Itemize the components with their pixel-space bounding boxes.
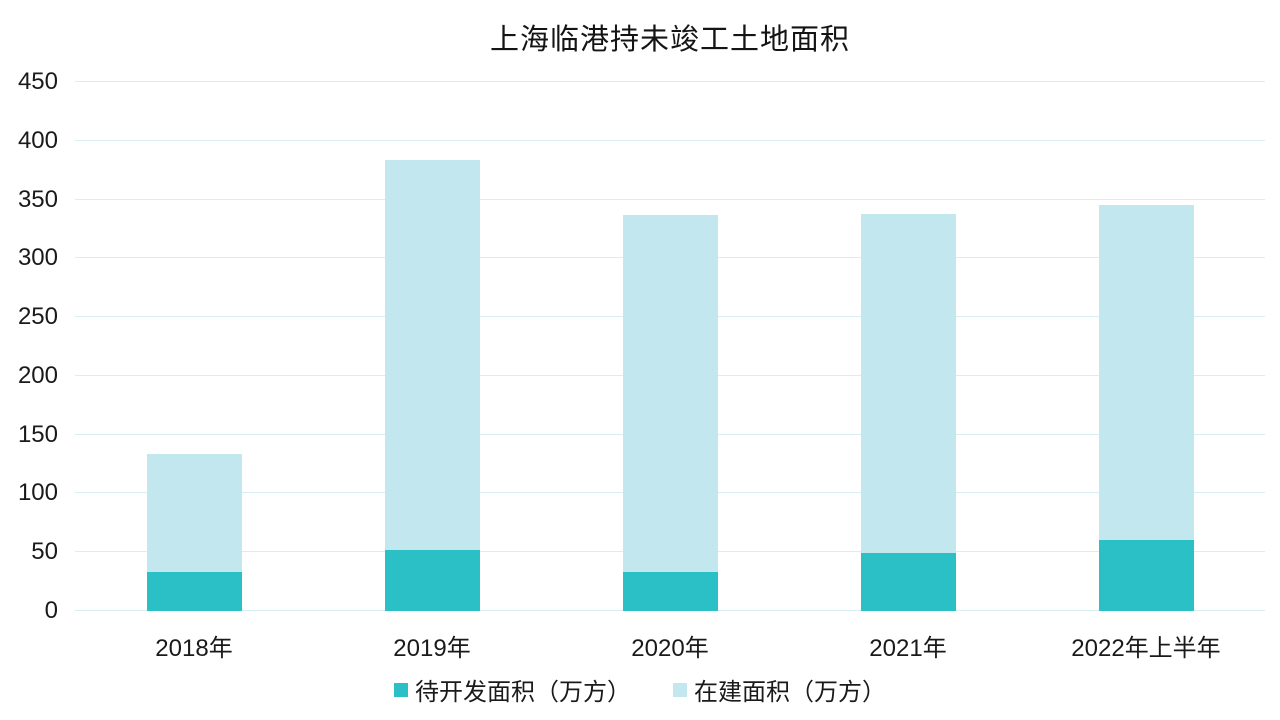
gridline [75,139,1265,141]
legend-item-series1: 在建面积（万方） [673,672,886,707]
y-axis-tick-label: 400 [17,126,58,154]
x-axis-tick-label: 2020年 [631,635,709,662]
bar-segment-series0-cat1 [384,549,480,611]
legend-label: 待开发面积（万方） [415,679,631,706]
chart-title: 上海临港持未竣工土地面积 [489,24,850,56]
legend-label: 在建面积（万方） [694,679,886,706]
bar-segment-series0-cat3 [860,553,956,611]
x-axis-tick-label: 2019年 [393,635,471,662]
y-axis-tick-label: 350 [17,185,58,213]
legend-item-series0: 待开发面积（万方） [394,672,631,707]
bar-segment-series1-cat1 [384,159,480,550]
y-axis-tick-label: 300 [17,244,58,272]
gridline [75,198,1265,200]
bar-segment-series0-cat2 [622,572,718,611]
x-axis-labels: 2018年 2019年 2020年 2021年 2022年上半年 [75,628,1265,663]
x-axis-tick-label: 2021年 [869,635,947,662]
y-axis-tick-label: 200 [17,361,58,389]
gridline [75,81,1265,82]
plot-area [75,81,1265,611]
bar-segment-series1-cat0 [146,453,242,573]
y-axis-tick-label: 250 [17,303,58,331]
bar-segment-series0-cat4 [1098,540,1194,611]
bar-segment-series1-cat3 [860,213,956,554]
y-axis-tick-label: 100 [17,479,58,507]
y-axis-tick-label: 50 [31,538,58,566]
bar-segment-series1-cat4 [1098,205,1194,541]
legend: 待开发面积（万方） 在建面积（万方） [0,672,1280,707]
bar-segment-series1-cat2 [622,214,718,573]
y-axis-tick-label: 0 [44,597,58,624]
y-axis-labels: 0 50 100 150 200 250 300 350 400 450 [0,68,58,624]
x-axis-tick-label: 2022年上半年 [1071,635,1221,662]
legend-swatch-icon [394,682,408,697]
y-axis-tick-label: 150 [17,420,58,448]
legend-swatch-icon [673,682,687,697]
x-axis-tick-label: 2018年 [155,635,233,662]
y-axis-tick-label: 450 [17,68,58,95]
bar-segment-series0-cat0 [146,572,242,611]
